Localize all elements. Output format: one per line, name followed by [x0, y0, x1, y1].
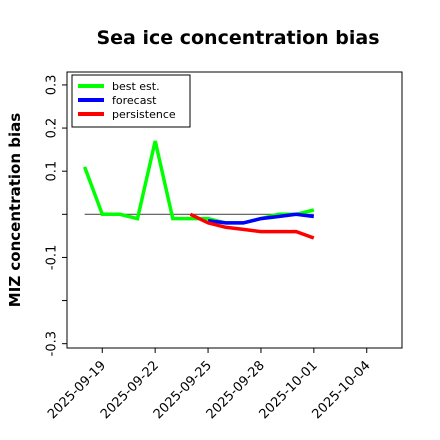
- y-tick-label: -0.3: [45, 331, 60, 356]
- series-line-2: [189, 212, 315, 240]
- legend-label: forecast: [112, 94, 157, 107]
- chart-title: Sea ice concentration bias: [96, 27, 379, 49]
- y-tick-label: 0.1: [45, 161, 60, 182]
- series-line-1: [207, 212, 315, 225]
- legend-label: persistence: [112, 108, 176, 121]
- y-tick-label: -0.1: [45, 245, 60, 270]
- legend-label: best est.: [112, 80, 160, 93]
- y-tick-label: 0.3: [45, 75, 60, 96]
- y-axis-label: MIZ concentration bias: [6, 113, 24, 307]
- plot-frame: [66, 71, 403, 349]
- y-tick-label: 0.2: [45, 118, 60, 139]
- series-line-0: [82, 140, 315, 225]
